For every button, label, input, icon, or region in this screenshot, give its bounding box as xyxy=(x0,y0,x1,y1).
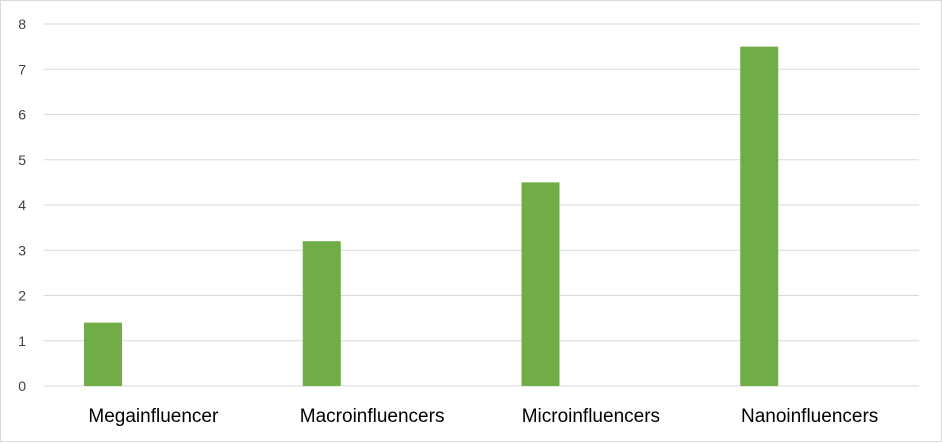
y-tick-label: 0 xyxy=(18,378,26,394)
y-axis-ticks: 0 1 2 3 4 5 6 7 8 xyxy=(18,16,26,394)
y-tick-label: 2 xyxy=(18,288,26,304)
y-tick-label: 5 xyxy=(18,152,26,168)
bars xyxy=(84,46,779,386)
gridlines xyxy=(44,23,919,387)
y-tick-label: 3 xyxy=(18,242,26,258)
x-category-label: Macroinfluencers xyxy=(300,406,445,427)
y-tick-label: 7 xyxy=(18,61,26,77)
bar-microinfluencers xyxy=(521,182,560,386)
y-tick-label: 8 xyxy=(18,16,26,32)
bar-nanoinfluencers xyxy=(740,46,779,386)
x-axis-labels: Megainfluencer Macroinfluencers Microinflu… xyxy=(88,406,878,427)
y-tick-label: 1 xyxy=(18,333,26,349)
bar-megainfluencer xyxy=(84,322,122,386)
x-category-label: Megainfluencer xyxy=(88,406,219,427)
bar-macroinfluencers xyxy=(302,241,341,386)
x-category-label: Nanoinfluencers xyxy=(741,406,878,427)
y-tick-label: 4 xyxy=(18,197,26,213)
x-category-label: Microinfluencers xyxy=(522,406,660,427)
y-tick-label: 6 xyxy=(18,107,26,123)
